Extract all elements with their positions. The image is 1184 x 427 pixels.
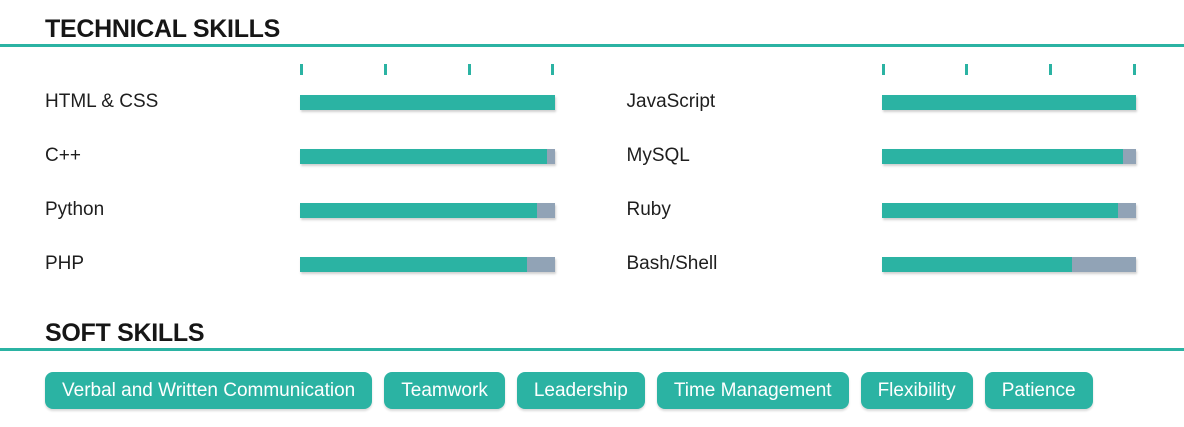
- skill-label: MySQL: [626, 145, 690, 166]
- skill-row: Python: [45, 183, 555, 237]
- skill-level-bar[interactable]: [300, 202, 555, 218]
- skill-row: Ruby: [626, 183, 1136, 237]
- technical-skills-grid: HTML & CSS C++ Python PHP JavaScript: [0, 47, 1184, 291]
- skill-level-bar[interactable]: [881, 148, 1136, 164]
- scale-tick-icon: [467, 64, 471, 75]
- skill-level-fill: [881, 148, 1124, 164]
- skill-level-bar[interactable]: [300, 148, 555, 164]
- skill-row: C++: [45, 129, 555, 183]
- skill-row: MySQL: [626, 129, 1136, 183]
- skill-level-bar[interactable]: [300, 94, 555, 110]
- skill-label: C++: [45, 145, 81, 166]
- technical-skills-heading: TECHNICAL SKILLS: [45, 15, 281, 43]
- skill-row: JavaScript: [626, 75, 1136, 129]
- soft-skill-tag[interactable]: Patience: [984, 372, 1093, 409]
- skill-level-fill: [881, 256, 1073, 272]
- skill-label: Ruby: [626, 199, 671, 220]
- soft-skills-heading: SOFT SKILLS: [45, 319, 205, 347]
- skill-level-bar[interactable]: [881, 94, 1136, 110]
- skill-label: Python: [45, 199, 105, 220]
- soft-skill-tag[interactable]: Time Management: [656, 372, 849, 409]
- skill-level-fill: [881, 202, 1119, 218]
- tick-spacer: [627, 64, 882, 75]
- soft-skill-tag[interactable]: Verbal and Written Communication: [45, 372, 373, 409]
- skill-row: Bash/Shell: [626, 237, 1136, 291]
- skills-column-right: JavaScript MySQL Ruby Bash/Shell: [626, 47, 1137, 291]
- soft-skill-tag[interactable]: Leadership: [516, 372, 645, 409]
- skill-row: HTML & CSS: [45, 75, 555, 129]
- scale-tick-icon: [1049, 64, 1053, 75]
- skill-label: HTML & CSS: [45, 91, 159, 112]
- skill-level-fill: [300, 202, 537, 218]
- skill-label: PHP: [45, 253, 85, 274]
- skill-level-bar[interactable]: [881, 256, 1136, 272]
- scale-ticks-row: [627, 64, 1137, 75]
- scale-tick-icon: [1132, 64, 1136, 75]
- scale-ticks: [881, 64, 1137, 75]
- skills-column-left: HTML & CSS C++ Python PHP: [45, 47, 555, 291]
- soft-skill-tag[interactable]: Teamwork: [384, 372, 505, 409]
- skill-level-fill: [300, 256, 527, 272]
- skill-label: Bash/Shell: [626, 253, 718, 274]
- scale-tick-icon: [300, 64, 303, 75]
- skill-level-fill: [300, 148, 547, 164]
- skill-level-bar[interactable]: [881, 202, 1136, 218]
- skill-level-fill: [300, 94, 555, 110]
- heading-underline: [0, 44, 1184, 47]
- scale-tick-icon: [965, 64, 969, 75]
- skill-level-fill: [881, 94, 1136, 110]
- tick-spacer: [45, 64, 300, 75]
- skill-level-bar[interactable]: [300, 256, 555, 272]
- scale-tick-icon: [383, 64, 387, 75]
- scale-tick-icon: [551, 64, 555, 75]
- skill-label: JavaScript: [626, 91, 716, 112]
- soft-skill-tag[interactable]: Flexibility: [860, 372, 973, 409]
- scale-ticks-row: [45, 64, 555, 75]
- scale-tick-icon: [881, 64, 885, 75]
- heading-underline: [0, 348, 1184, 351]
- scale-ticks: [300, 64, 555, 75]
- soft-skills-tags: Verbal and Written Communication Teamwor…: [0, 351, 1184, 409]
- skill-row: PHP: [45, 237, 555, 291]
